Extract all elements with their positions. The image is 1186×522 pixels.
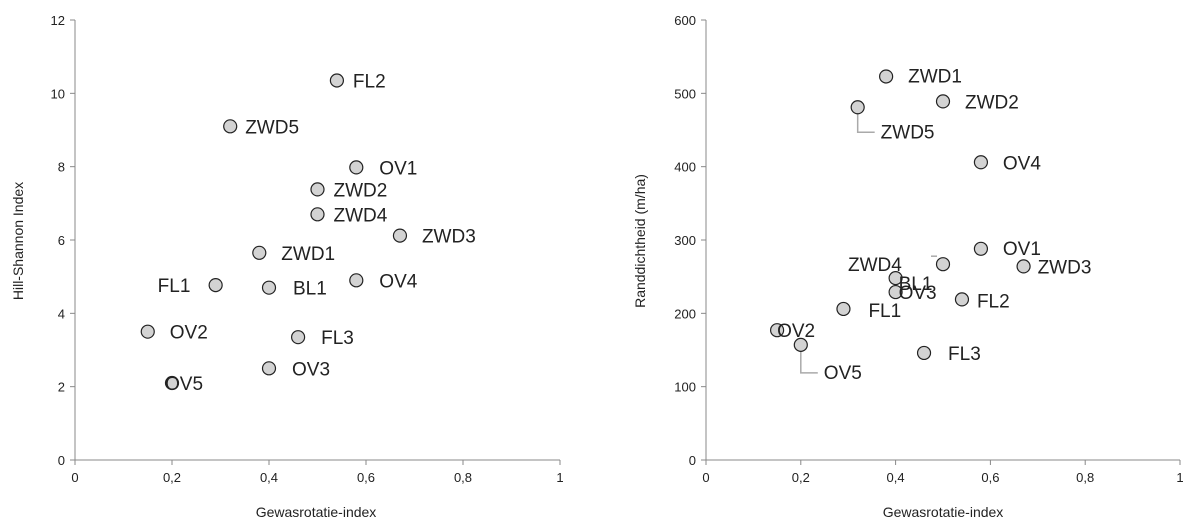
data-point-ov2 [769, 323, 785, 338]
data-point-bl1 [261, 280, 277, 295]
y-tick-label: 400 [674, 160, 696, 175]
data-label-ov2: OV2 [777, 321, 815, 342]
leader-line [856, 113, 875, 134]
data-point-fl2 [329, 73, 344, 88]
x-tick-label: 0,2 [792, 470, 810, 485]
x-tick-label: 0 [71, 470, 78, 485]
x-tick-label: 1 [1176, 470, 1183, 485]
data-label-zwd3: ZWD3 [1038, 257, 1092, 278]
data-label-ov3: OV3 [899, 283, 937, 304]
data-label-zwd5: ZWD5 [245, 117, 299, 138]
data-point-zwd4 [935, 257, 951, 272]
data-point-fl3 [291, 330, 306, 345]
y-tick-label: 4 [58, 306, 65, 321]
data-label-ov5: OV5 [165, 374, 203, 395]
data-label-zwd1: ZWD1 [908, 66, 962, 87]
x-tick-label: 0,8 [1076, 470, 1094, 485]
y-tick-label: 200 [674, 306, 696, 321]
y-tick-label: 100 [674, 380, 696, 395]
data-label-fl1: FL1 [868, 301, 901, 322]
data-label-fl3: FL3 [948, 344, 981, 365]
data-label-zwd2: ZWD2 [965, 92, 1019, 113]
data-point-ov4 [973, 155, 989, 170]
x-axis-title: Gewasrotatie-index [256, 504, 377, 520]
leader-line [800, 350, 818, 374]
data-label-fl3: FL3 [321, 328, 354, 349]
data-point-zwd2 [310, 182, 325, 197]
x-tick-label: 1 [556, 470, 563, 485]
data-point-ov2 [140, 324, 155, 339]
data-point-fl1 [836, 301, 851, 317]
data-point-ov5 [164, 375, 180, 391]
data-point-fl2 [954, 292, 970, 307]
data-label-ov1: OV1 [379, 158, 417, 179]
data-point-ov4 [349, 273, 364, 288]
y-tick-label: 8 [58, 160, 65, 175]
data-point-ov1 [973, 241, 989, 256]
x-tick-label: 0,8 [454, 470, 472, 485]
data-label-zwd4: ZWD4 [848, 255, 902, 276]
data-point-zwd1 [252, 245, 267, 260]
data-point-fl1 [208, 278, 223, 293]
x-tick-label: 0,4 [260, 470, 278, 485]
data-point-fl3 [916, 345, 932, 361]
data-label-ov2: OV2 [170, 323, 208, 344]
data-label-zwd3: ZWD3 [422, 227, 476, 248]
x-tick-label: 0,4 [887, 470, 905, 485]
data-label-zwd2: ZWD2 [334, 180, 388, 201]
data-label-ov1: OV1 [1003, 239, 1041, 260]
data-point-zwd5 [223, 119, 238, 134]
data-point-bl1 [888, 271, 903, 286]
x-axis-title: Gewasrotatie-index [883, 504, 1004, 520]
data-label-zwd5: ZWD5 [881, 122, 935, 143]
y-tick-label: 10 [51, 86, 65, 101]
data-point-ov5 [793, 337, 808, 352]
data-label-fl2: FL2 [977, 291, 1010, 312]
y-axis-title: Hill-Shannon Index [10, 182, 26, 300]
data-label-fl2: FL2 [353, 72, 386, 93]
data-point-ov3 [261, 361, 277, 376]
data-label-ov5: OV5 [824, 363, 862, 384]
x-tick-label: 0,6 [981, 470, 999, 485]
y-tick-label: 0 [689, 453, 696, 468]
y-tick-label: 500 [674, 86, 696, 101]
data-label-ov4: OV4 [379, 271, 417, 292]
y-tick-label: 300 [674, 233, 696, 248]
data-point-ov1 [349, 160, 364, 175]
y-tick-label: 12 [51, 13, 65, 28]
data-point-zwd5 [850, 100, 865, 115]
data-label-fl1: FL1 [158, 276, 191, 297]
y-tick-label: 0 [58, 453, 65, 468]
data-point-zwd4 [310, 207, 325, 222]
x-tick-label: 0,2 [163, 470, 181, 485]
data-point-ov3 [888, 284, 903, 300]
y-tick-label: 6 [58, 233, 65, 248]
data-label-ov4: OV4 [1003, 153, 1041, 174]
data-label-bl1: BL1 [293, 279, 327, 300]
y-axis-title: Randdichtheid (m/ha) [632, 174, 648, 308]
x-tick-label: 0 [702, 470, 709, 485]
data-point-zwd2 [935, 94, 951, 109]
data-label-zwd4: ZWD4 [334, 205, 388, 226]
y-tick-label: 600 [674, 13, 696, 28]
data-point-zwd3 [1016, 259, 1031, 274]
data-label-ov3: OV3 [292, 359, 330, 380]
data-label-bl1: BL1 [899, 274, 933, 295]
data-point-zwd1 [879, 69, 894, 84]
y-tick-label: 2 [58, 380, 65, 395]
data-point-zwd3 [392, 228, 408, 243]
x-tick-label: 0,6 [357, 470, 375, 485]
data-label-zwd1: ZWD1 [281, 244, 335, 265]
randdichtheid-chart: Randdichtheid (m/ha) Gewasrotatie-index … [632, 13, 1184, 520]
